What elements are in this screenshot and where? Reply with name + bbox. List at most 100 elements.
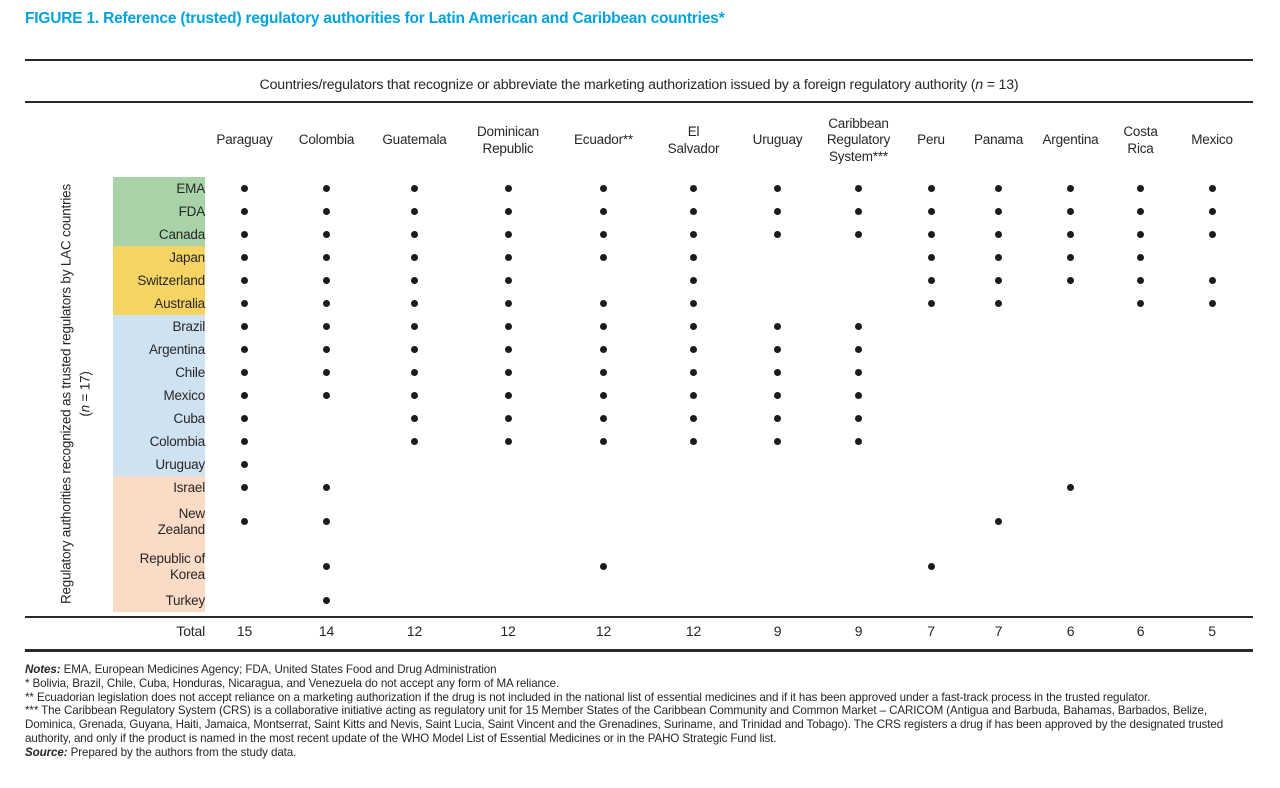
dot-marker bbox=[600, 368, 607, 376]
empty-cell bbox=[1033, 407, 1108, 430]
empty-cell bbox=[369, 544, 460, 589]
dot-cell bbox=[651, 338, 736, 361]
table-row: Australia bbox=[113, 292, 1251, 315]
dot-marker bbox=[600, 391, 607, 399]
dot-cell bbox=[1173, 200, 1251, 223]
empty-cell bbox=[898, 407, 964, 430]
row-label: Mexico bbox=[113, 384, 205, 407]
empty-cell bbox=[284, 453, 369, 476]
dot-marker bbox=[1208, 230, 1216, 238]
dot-cell bbox=[460, 338, 556, 361]
dot-cell bbox=[1033, 177, 1108, 200]
dot-cell bbox=[1033, 223, 1108, 246]
dot-marker bbox=[855, 184, 862, 192]
dot-marker bbox=[323, 391, 330, 399]
dot-marker bbox=[855, 345, 862, 353]
dot-marker bbox=[241, 414, 248, 422]
empty-cell bbox=[736, 292, 819, 315]
dot-marker bbox=[774, 184, 781, 192]
dot-cell bbox=[284, 223, 369, 246]
dot-marker bbox=[855, 437, 862, 445]
dot-marker bbox=[323, 596, 330, 604]
empty-cell bbox=[1108, 544, 1173, 589]
empty-cell bbox=[898, 453, 964, 476]
empty-cell bbox=[964, 384, 1033, 407]
dot-cell bbox=[369, 200, 460, 223]
note-prefix: Source: bbox=[25, 745, 68, 759]
dot-cell bbox=[460, 269, 556, 292]
notes-block: Notes: EMA, European Medicines Agency; F… bbox=[25, 663, 1255, 759]
dot-cell bbox=[205, 499, 284, 544]
dot-marker bbox=[323, 276, 330, 284]
dot-marker bbox=[690, 322, 697, 330]
dot-marker bbox=[241, 322, 248, 330]
dot-cell bbox=[556, 177, 651, 200]
dot-cell bbox=[556, 544, 651, 589]
dot-cell bbox=[1173, 177, 1251, 200]
dot-cell bbox=[284, 246, 369, 269]
dot-marker bbox=[411, 414, 418, 422]
dot-cell bbox=[369, 361, 460, 384]
total-value: 12 bbox=[685, 623, 702, 639]
total-value: 9 bbox=[854, 623, 863, 639]
corner-spacer bbox=[113, 104, 205, 177]
empty-cell bbox=[1173, 361, 1251, 384]
dot-cell bbox=[460, 200, 556, 223]
table-row: Uruguay bbox=[113, 453, 1251, 476]
dot-marker bbox=[855, 230, 862, 238]
note-line: ** Ecuadorian legislation does not accep… bbox=[25, 690, 1151, 704]
dot-marker bbox=[411, 391, 418, 399]
dot-marker bbox=[241, 483, 248, 491]
dot-marker bbox=[241, 207, 248, 215]
empty-cell bbox=[1173, 338, 1251, 361]
dot-marker bbox=[323, 517, 330, 525]
empty-cell bbox=[369, 453, 460, 476]
dot-cell bbox=[1033, 476, 1108, 499]
empty-cell bbox=[1033, 589, 1108, 612]
row-label: Israel bbox=[113, 476, 205, 499]
empty-cell bbox=[651, 499, 736, 544]
column-header: Mexico bbox=[1191, 132, 1233, 148]
note-line: *** The Caribbean Regulatory System (CRS… bbox=[25, 704, 1224, 745]
dot-cell bbox=[369, 223, 460, 246]
figure-title: FIGURE 1. Reference (trusted) regulatory… bbox=[25, 10, 725, 27]
dot-cell bbox=[964, 246, 1033, 269]
table-row: Republic of Korea bbox=[113, 544, 1251, 589]
empty-cell bbox=[369, 589, 460, 612]
dot-marker bbox=[1067, 184, 1074, 192]
empty-cell bbox=[736, 453, 819, 476]
dot-cell bbox=[460, 407, 556, 430]
dot-marker bbox=[323, 368, 330, 376]
empty-cell bbox=[964, 338, 1033, 361]
dot-cell bbox=[205, 407, 284, 430]
dot-marker bbox=[323, 322, 330, 330]
column-header: Guatemala bbox=[382, 132, 447, 148]
dot-marker bbox=[855, 207, 862, 215]
dot-cell bbox=[284, 315, 369, 338]
dot-marker bbox=[690, 345, 697, 353]
dot-marker bbox=[241, 345, 248, 353]
dot-cell bbox=[819, 361, 898, 384]
empty-cell bbox=[964, 430, 1033, 453]
dot-cell bbox=[898, 177, 964, 200]
dot-cell bbox=[736, 338, 819, 361]
empty-cell bbox=[1173, 246, 1251, 269]
dot-marker bbox=[504, 414, 512, 422]
empty-cell bbox=[369, 476, 460, 499]
dot-cell bbox=[1108, 200, 1173, 223]
dot-cell bbox=[651, 269, 736, 292]
empty-cell bbox=[205, 589, 284, 612]
dot-marker bbox=[323, 253, 330, 261]
row-label: Brazil bbox=[113, 315, 205, 338]
dot-marker bbox=[995, 230, 1002, 238]
total-value: 12 bbox=[500, 623, 516, 639]
dot-cell bbox=[736, 384, 819, 407]
dot-marker bbox=[1067, 483, 1074, 491]
dot-cell bbox=[284, 361, 369, 384]
column-header: Panama bbox=[973, 132, 1024, 148]
empty-cell bbox=[1033, 544, 1108, 589]
dot-cell bbox=[369, 177, 460, 200]
row-label: FDA bbox=[113, 200, 205, 223]
dot-marker bbox=[241, 299, 248, 307]
dot-marker bbox=[504, 437, 512, 445]
